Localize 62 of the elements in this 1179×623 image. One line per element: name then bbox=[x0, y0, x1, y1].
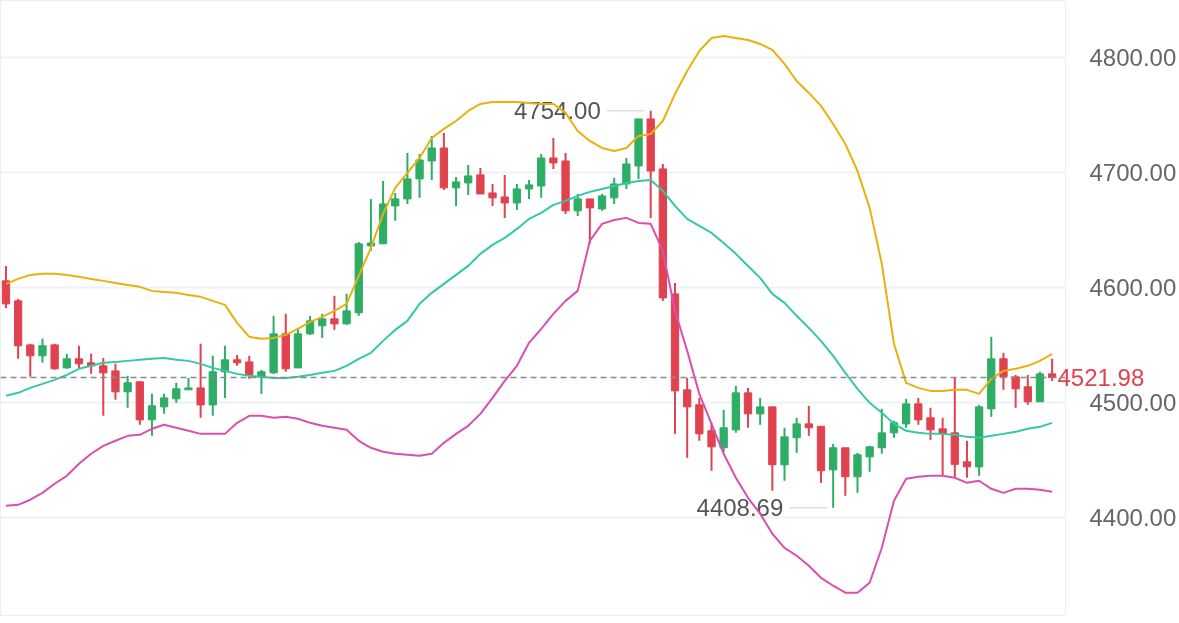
candlestick bbox=[1023, 373, 1032, 406]
candlestick bbox=[415, 152, 424, 199]
candlestick bbox=[476, 166, 485, 195]
candlestick bbox=[585, 197, 595, 245]
candlestick bbox=[366, 197, 376, 252]
candlestick bbox=[74, 344, 84, 370]
candlestick bbox=[391, 191, 400, 222]
candlestick bbox=[123, 374, 132, 409]
candlestick bbox=[792, 416, 801, 454]
candlestick bbox=[926, 406, 935, 441]
candlestick bbox=[1047, 357, 1057, 382]
candlestick bbox=[804, 404, 813, 437]
candlestick bbox=[512, 182, 522, 211]
candlestick bbox=[610, 176, 619, 205]
candlestick bbox=[865, 444, 874, 473]
candlestick bbox=[756, 396, 765, 426]
candlestick bbox=[318, 312, 327, 339]
candlestick bbox=[26, 342, 35, 378]
candlestick bbox=[38, 337, 47, 364]
candlestick bbox=[111, 362, 120, 401]
candlestick bbox=[342, 292, 351, 326]
candlestick bbox=[172, 381, 181, 404]
line-series bbox=[4, 216, 1054, 594]
candlestick bbox=[683, 376, 692, 459]
candlestick bbox=[573, 192, 582, 217]
candlestick bbox=[245, 354, 254, 380]
candlestick bbox=[622, 156, 631, 190]
candlestick bbox=[914, 396, 923, 426]
candlestick bbox=[257, 368, 266, 395]
candlestick bbox=[403, 151, 412, 205]
candlestick bbox=[719, 408, 728, 453]
candlestick bbox=[1, 264, 11, 309]
y-tick-label: 4800.00 bbox=[1089, 44, 1177, 72]
candlestick bbox=[147, 392, 157, 437]
y-tick-label: 4400.00 bbox=[1089, 504, 1177, 532]
candlestick bbox=[427, 134, 436, 181]
ref-line-label: 4521.98 bbox=[1057, 364, 1145, 392]
candlestick bbox=[464, 163, 473, 196]
candlestick bbox=[853, 451, 862, 494]
candlestick bbox=[196, 342, 205, 419]
candlestick bbox=[50, 342, 59, 371]
candlestick bbox=[829, 442, 838, 509]
candlestick bbox=[877, 407, 886, 455]
y-tick-label: 4700.00 bbox=[1089, 159, 1177, 187]
y-tick-label: 4500.00 bbox=[1089, 389, 1177, 417]
candlestick bbox=[159, 392, 169, 415]
candlestick bbox=[707, 421, 716, 472]
candlestick bbox=[999, 351, 1008, 391]
candlestick bbox=[488, 182, 497, 207]
candlestick bbox=[451, 175, 461, 207]
candlestick bbox=[743, 386, 753, 429]
candlestick bbox=[902, 397, 911, 429]
candlestick bbox=[549, 136, 558, 170]
candlestick bbox=[330, 294, 339, 331]
candlestick bbox=[305, 314, 315, 336]
candlestick bbox=[500, 173, 509, 219]
candlestick bbox=[1011, 373, 1020, 409]
candlestick bbox=[962, 439, 972, 479]
candlestick bbox=[938, 416, 947, 477]
candlestick bbox=[524, 178, 534, 200]
y-tick-label: 4600.00 bbox=[1089, 274, 1177, 302]
candlestick bbox=[99, 356, 108, 417]
